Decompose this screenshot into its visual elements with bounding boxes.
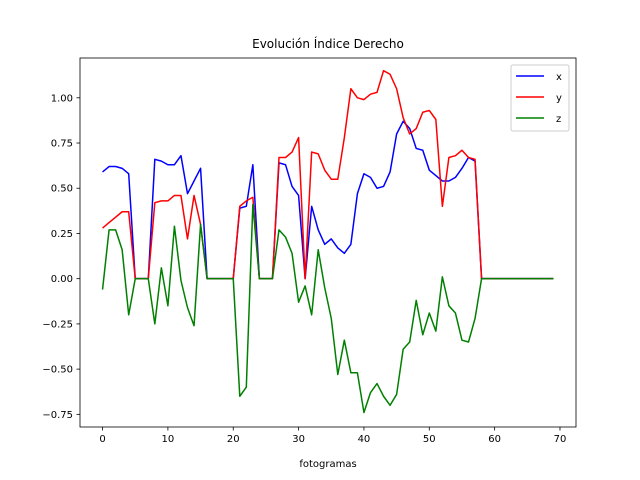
x-axis: 0 10 20 30 40 50 60 70 — [99, 427, 566, 445]
plot-area — [79, 57, 577, 428]
legend: xyz — [510, 64, 570, 132]
y-tick-label: −0.50 — [42, 365, 73, 376]
axes-frame — [79, 57, 577, 428]
x-tick-label: 0 — [99, 434, 105, 445]
y-tick-label: 0.50 — [51, 184, 73, 195]
y-tick-label: 0.75 — [51, 139, 73, 150]
y-axis: −0.75 −0.50 −0.25 0.00 0.25 0.50 0.75 1.00 — [42, 93, 80, 421]
x-tick-label: 40 — [358, 434, 371, 445]
series-line-x — [102, 120, 554, 280]
y-tick-label: 1.00 — [51, 93, 73, 104]
y-tick-label: −0.75 — [42, 410, 73, 421]
series-line-y — [102, 69, 554, 280]
x-tick-label: 50 — [423, 434, 436, 445]
x-tick-label: 70 — [554, 434, 567, 445]
x-axis-label: fotogramas — [299, 459, 356, 470]
chart-title: Evolución Índice Derecho — [252, 36, 404, 51]
x-tick-label: 10 — [162, 434, 175, 445]
x-tick-label: 20 — [227, 434, 240, 445]
legend-label-x: x — [556, 72, 562, 83]
series-line-z — [101, 203, 554, 414]
y-tick-label: −0.25 — [42, 319, 73, 330]
legend-label-z: z — [556, 114, 561, 125]
legend-box — [510, 64, 570, 132]
legend-label-y: y — [556, 93, 562, 104]
x-tick-label: 30 — [292, 434, 305, 445]
y-tick-label: 0.00 — [51, 274, 73, 285]
y-tick-label: 0.25 — [51, 229, 73, 240]
x-tick-label: 60 — [488, 434, 501, 445]
